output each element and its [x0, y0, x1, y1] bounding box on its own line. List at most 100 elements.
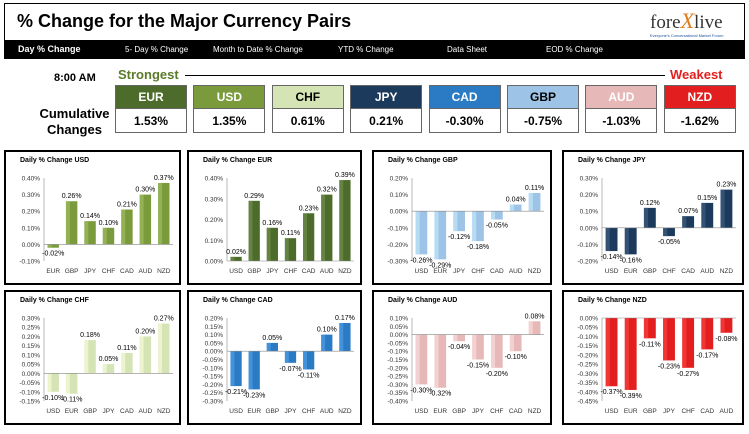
bar-highlight [624, 227, 629, 255]
bar-highlight [339, 322, 344, 352]
bar-nzd [158, 182, 170, 245]
x-tick-label: CHF [302, 408, 315, 415]
data-label: 0.14% [80, 213, 100, 220]
nav-mtd-change[interactable]: Month to Date % Change [213, 45, 303, 54]
bar-highlight [303, 213, 307, 261]
bar [266, 342, 278, 352]
x-tick-label: CAD [302, 268, 316, 275]
bar-gbp [643, 207, 656, 228]
y-tick-label: 0.10% [22, 225, 41, 232]
x-tick-label: CHF [490, 408, 503, 415]
nav-5day-change[interactable]: 5- Day % Change [125, 45, 189, 54]
bar-jpy [472, 334, 484, 360]
data-label: 0.05% [262, 335, 282, 342]
y-tick-label: -0.35% [387, 390, 408, 397]
tile-value: 0.61% [290, 114, 325, 128]
bar-highlight [605, 227, 610, 252]
bar-nzd [720, 189, 733, 228]
bar-highlight [121, 353, 126, 374]
bar [158, 323, 170, 374]
bar-gbp [84, 340, 96, 374]
y-tick-label: 0.00% [580, 316, 599, 323]
bar-cad [491, 211, 503, 220]
nav-day-change[interactable]: Day % Change [18, 44, 81, 54]
bar-gbp [248, 200, 260, 261]
bar-aud [321, 334, 333, 352]
data-label: -0.15% [467, 363, 489, 370]
bar [434, 211, 447, 260]
nav-eod-change[interactable]: EOD % Change [546, 45, 603, 54]
tile-currency: CHF [272, 86, 343, 109]
bar-usd [605, 227, 618, 252]
x-tick-label: NZD [528, 408, 542, 415]
x-tick-label: JPY [103, 408, 116, 415]
bar [266, 227, 278, 261]
chart-cad: Daily % Change CAD 0.20% 0.15% 0.10% 0.05% 0.… [187, 290, 362, 425]
y-tick-label: 0.10% [390, 316, 409, 323]
bar-highlight [701, 318, 706, 350]
data-label: -0.11% [639, 341, 661, 348]
bar-nzd [528, 192, 541, 212]
y-tick-label: -0.30% [387, 259, 408, 266]
nav-ytd-change[interactable]: YTD % Change [338, 45, 394, 54]
y-tick-label: 0.15% [205, 324, 224, 331]
tile-currency: NZD [664, 86, 735, 109]
chart-aud: Daily % Change AUD 0.10% 0.05% 0.00% -0.05% -… [372, 290, 552, 425]
chart-usd: Daily % Change USD 0.40% 0.30% 0.20% 0.10% 0.… [4, 150, 181, 285]
bar-highlight [84, 340, 89, 374]
x-tick-label: NZD [528, 268, 542, 275]
bar-highlight [720, 318, 725, 333]
chart-jpy: Daily % Change JPY 0.30% 0.20% 0.10% 0.00% -0… [562, 150, 744, 285]
data-label: -0.21% [225, 389, 247, 396]
bar-highlight [266, 342, 271, 352]
y-axis: 0.40% 0.30% 0.20% 0.10% 0.00% [205, 176, 224, 266]
x-tick-label: NZD [157, 408, 171, 415]
x-tick-label: EUR [433, 268, 447, 275]
x-tick-label: CAD [490, 268, 504, 275]
x-tick-label: CAD [120, 408, 134, 415]
bar-highlight [84, 221, 89, 245]
data-label: -0.08% [715, 336, 737, 343]
data-label: -0.37% [600, 389, 622, 396]
y-tick-label: -0.30% [202, 399, 223, 406]
bar-highlight [434, 211, 439, 260]
data-label: -0.26% [410, 257, 432, 264]
y-tick-label: -0.10% [577, 242, 598, 249]
currency-tile-aud: AUD -1.03% [585, 85, 658, 133]
bar [303, 213, 315, 261]
bar [139, 194, 152, 245]
y-tick-label: 0.30% [22, 316, 41, 323]
bar-usd [230, 256, 242, 261]
bar [701, 202, 714, 228]
tile-currency: AUD [586, 86, 657, 109]
bar-eur [434, 334, 447, 388]
bar [65, 373, 78, 394]
currency-tile-nzd: NZD -1.62% [663, 85, 736, 133]
x-tick-label: JPY [285, 408, 298, 415]
data-label: -0.10% [42, 395, 64, 402]
bar-highlight [528, 321, 533, 335]
bar-highlight [339, 180, 344, 261]
bar-jpy [102, 364, 115, 374]
bar [682, 318, 695, 368]
chart-title: Daily % Change GBP [388, 157, 458, 164]
x-tick-label: USD [605, 268, 619, 275]
bar [434, 334, 447, 388]
bar [339, 180, 351, 261]
x-tick-label: CHF [102, 268, 115, 275]
bar [47, 244, 59, 248]
bar [321, 194, 333, 261]
y-tick-label: 0.40% [205, 176, 224, 183]
y-tick-label: -0.10% [202, 365, 223, 372]
data-label: 0.29% [244, 193, 264, 200]
y-tick-label: 0.05% [22, 362, 41, 369]
bar [230, 351, 242, 387]
y-tick-label: -0.10% [19, 389, 40, 396]
bar [121, 209, 133, 245]
bar [102, 227, 115, 245]
nav-data-sheet[interactable]: Data Sheet [447, 45, 488, 54]
data-label: -0.23% [658, 363, 680, 370]
bar-gbp [453, 334, 465, 342]
data-label: 0.23% [716, 182, 736, 189]
forexlive-logo[interactable]: foreXlive Everyone's Conversational Mark… [650, 8, 724, 38]
